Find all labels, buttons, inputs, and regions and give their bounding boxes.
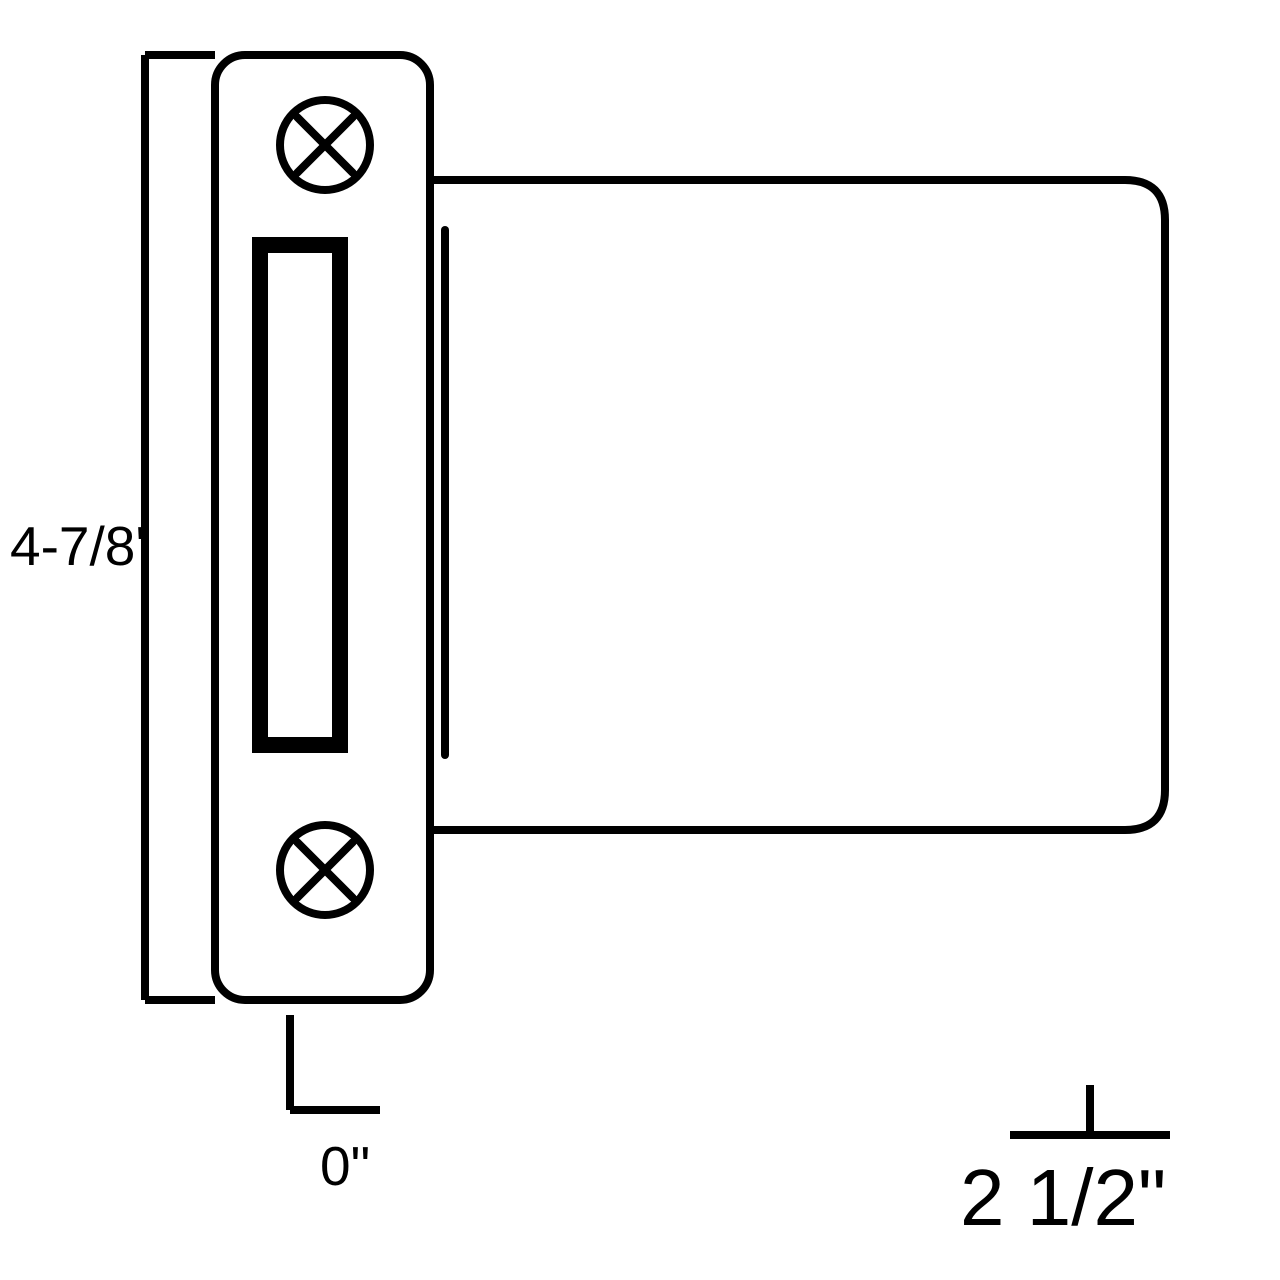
strike-plate-diagram: 4-7/8' 0" 2 1/2" <box>0 0 1280 1280</box>
screw-bottom <box>280 825 370 915</box>
screw-top <box>280 100 370 190</box>
width0-label: 0" <box>320 1135 370 1197</box>
width25-label: 2 1/2" <box>960 1153 1166 1242</box>
extension-body <box>430 180 1165 830</box>
height-dim-label: 4-7/8' <box>10 515 146 577</box>
